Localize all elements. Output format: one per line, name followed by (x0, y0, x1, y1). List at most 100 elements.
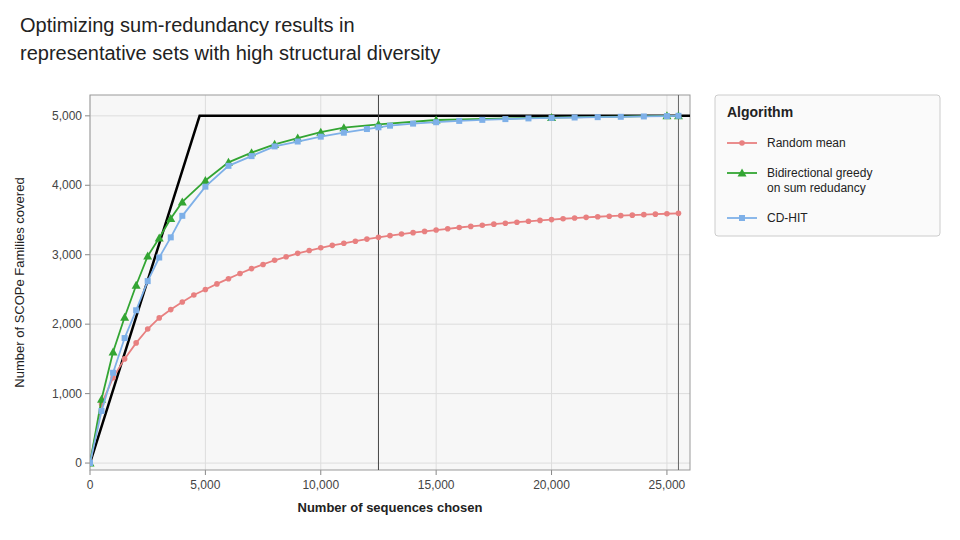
marker (122, 335, 128, 341)
y-tick-label: 3,000 (52, 248, 82, 262)
marker (110, 370, 116, 376)
y-axis-label: Number of SCOPe Families covered (12, 177, 27, 387)
y-grid-line (90, 324, 690, 325)
marker (203, 287, 209, 293)
y-grid-line (90, 463, 690, 464)
marker (445, 226, 451, 232)
marker (422, 229, 428, 235)
vertical-line (678, 95, 679, 470)
marker (433, 119, 439, 125)
marker (180, 299, 186, 305)
x-tick (90, 470, 91, 475)
marker (109, 347, 118, 355)
marker (122, 356, 128, 362)
marker (133, 307, 139, 313)
marker (387, 123, 393, 129)
y-tick (85, 254, 90, 255)
marker (595, 114, 601, 120)
marker (630, 212, 636, 218)
series-line (90, 213, 678, 463)
marker (653, 211, 659, 217)
marker (283, 254, 289, 260)
marker (318, 245, 324, 251)
marker (572, 115, 578, 121)
series-line (90, 116, 678, 463)
x-grid-line (436, 95, 437, 470)
legend-label-line: CD-HIT (767, 211, 808, 225)
marker (214, 281, 220, 287)
y-tick (85, 463, 90, 464)
marker (641, 212, 647, 218)
marker (675, 113, 681, 119)
marker (399, 231, 405, 237)
marker (120, 313, 129, 321)
y-tick-label: 4,000 (52, 178, 82, 192)
title: Optimizing sum-redundancy results in (20, 14, 355, 36)
x-tick (436, 470, 437, 475)
marker (191, 292, 197, 298)
marker (90, 460, 93, 466)
marker (514, 219, 520, 225)
marker (145, 326, 151, 332)
x-tick-label: 0 (87, 478, 94, 492)
marker (155, 234, 164, 242)
marker (249, 266, 255, 272)
x-tick-label: 15,000 (418, 478, 455, 492)
marker (572, 215, 578, 221)
series (90, 111, 683, 466)
marker (595, 214, 601, 220)
x-grid-line (551, 95, 552, 470)
marker (410, 121, 416, 127)
marker (318, 134, 324, 140)
legend-swatch-marker (739, 215, 745, 221)
marker (491, 221, 497, 227)
legend-label-line: Bidirectional greedy (767, 166, 872, 180)
marker (525, 115, 531, 121)
marker (456, 225, 462, 231)
y-grid-line (90, 254, 690, 255)
y-tick-label: 2,000 (52, 317, 82, 331)
y-tick-label: 0 (75, 456, 82, 470)
marker (468, 224, 474, 230)
y-tick (85, 115, 90, 116)
y-tick (85, 393, 90, 394)
data-layer (90, 95, 690, 470)
marker (179, 213, 185, 219)
marker (502, 116, 508, 122)
marker (456, 118, 462, 124)
marker (479, 117, 485, 123)
marker (341, 240, 347, 246)
x-axis-label: Number of sequences chosen (298, 500, 483, 515)
legend-title: Algorithm (727, 104, 793, 120)
marker (410, 230, 416, 236)
marker (168, 234, 174, 240)
plot-frame (90, 95, 690, 470)
marker (295, 251, 301, 257)
reference-line (90, 116, 690, 463)
marker (143, 252, 152, 260)
marker (641, 113, 647, 119)
marker (156, 255, 162, 261)
marker (156, 315, 162, 321)
marker (664, 113, 670, 119)
marker (375, 124, 381, 130)
marker (306, 248, 312, 254)
marker (166, 214, 175, 222)
chart-container: Optimizing sum-redundancy results inrepr… (0, 0, 960, 540)
marker (145, 278, 151, 284)
plot-background (90, 95, 690, 470)
legend-box (715, 95, 940, 236)
marker (330, 243, 336, 249)
marker (537, 218, 543, 224)
x-tick (320, 470, 321, 475)
marker (226, 276, 232, 282)
marker (353, 238, 359, 244)
series (90, 211, 681, 466)
marker (364, 126, 370, 132)
legend-label-line: Random mean (767, 136, 846, 150)
marker (676, 211, 682, 217)
marker (295, 139, 301, 145)
x-tick-label: 5,000 (190, 478, 220, 492)
x-tick (551, 470, 552, 475)
x-grid-line (666, 95, 667, 470)
